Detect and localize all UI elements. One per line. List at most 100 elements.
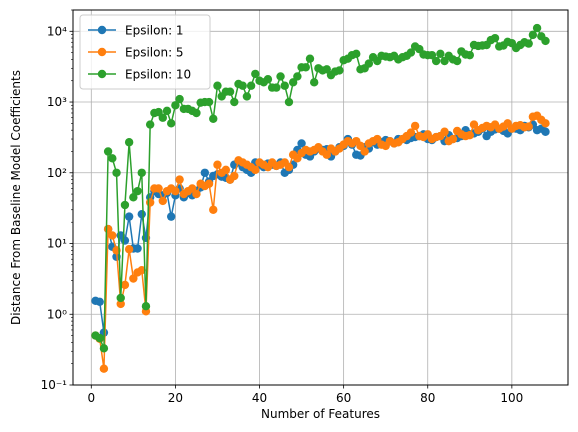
data-point xyxy=(297,139,306,148)
x-axis-label: Number of Features xyxy=(261,407,380,421)
data-point xyxy=(200,168,210,177)
data-point xyxy=(528,30,538,40)
data-point xyxy=(490,33,500,43)
data-point xyxy=(145,120,155,129)
legend-marker xyxy=(97,69,107,79)
data-point xyxy=(137,265,146,275)
data-point xyxy=(221,165,231,175)
legend-label: Epsilon: 10 xyxy=(125,68,191,82)
data-point xyxy=(175,175,184,184)
data-point xyxy=(293,72,302,81)
data-point xyxy=(141,302,151,311)
data-point xyxy=(406,48,416,57)
data-point xyxy=(120,200,130,210)
data-point xyxy=(360,147,369,156)
data-point xyxy=(112,168,121,177)
legend-label: Epsilon: 5 xyxy=(125,46,184,60)
data-point xyxy=(225,87,235,96)
data-point xyxy=(137,168,146,177)
data-point xyxy=(284,97,294,107)
data-point xyxy=(288,78,298,87)
y-tick-label: 10³ xyxy=(47,95,67,109)
data-point xyxy=(167,119,176,128)
data-point xyxy=(309,78,319,87)
data-point xyxy=(352,49,361,59)
data-point xyxy=(133,244,142,253)
data-point xyxy=(301,63,310,72)
data-point xyxy=(246,81,256,90)
legend-item: Epsilon: 10 xyxy=(88,68,191,82)
y-tick-label: 10⁰ xyxy=(47,307,67,321)
data-point xyxy=(116,299,125,309)
data-point xyxy=(137,209,146,219)
data-point xyxy=(129,193,138,202)
data-point xyxy=(322,65,332,74)
data-point xyxy=(124,245,134,254)
data-point xyxy=(431,56,441,66)
series xyxy=(91,23,550,353)
x-tick-label: 80 xyxy=(420,391,435,405)
legend: Epsilon: 1 Epsilon: 5 Epsilon: 10 xyxy=(79,14,211,90)
data-point xyxy=(192,189,201,199)
data-point xyxy=(95,333,104,343)
data-point xyxy=(133,186,142,196)
legend-marker xyxy=(97,25,107,35)
legend-item: Epsilon: 1 xyxy=(88,24,184,38)
data-point xyxy=(95,297,104,306)
data-point xyxy=(305,54,315,63)
data-point xyxy=(335,66,344,75)
x-tick-label: 60 xyxy=(336,391,351,405)
x-tick-label: 20 xyxy=(168,391,183,405)
x-tick-label: 40 xyxy=(252,391,267,405)
data-point xyxy=(524,39,533,48)
data-point xyxy=(242,92,252,101)
data-point xyxy=(448,134,458,144)
data-point xyxy=(213,160,222,169)
y-axis-label: Distance From Baseline Model Coefficient… xyxy=(9,70,23,325)
y-tick-label: 10¹ xyxy=(47,237,67,251)
y-tick-label: 10⁻¹ xyxy=(41,378,68,392)
data-point xyxy=(238,81,247,90)
data-point xyxy=(251,165,260,175)
data-point xyxy=(99,364,109,373)
data-point xyxy=(171,186,180,196)
data-point xyxy=(124,138,134,147)
series-line xyxy=(95,123,546,334)
data-point xyxy=(108,231,117,240)
data-point xyxy=(154,184,163,193)
data-point xyxy=(465,130,474,140)
data-point xyxy=(175,94,184,104)
data-point xyxy=(276,72,285,81)
data-point xyxy=(192,108,201,118)
legend-marker xyxy=(97,47,107,57)
data-point xyxy=(120,280,130,290)
data-point xyxy=(162,106,172,116)
data-point xyxy=(230,171,239,181)
data-point xyxy=(263,75,273,84)
data-point xyxy=(167,212,176,221)
data-point xyxy=(103,147,113,156)
x-tick-label: 0 xyxy=(87,391,95,405)
data-point xyxy=(280,81,289,90)
data-point xyxy=(158,196,167,206)
data-point xyxy=(116,293,125,303)
data-point xyxy=(440,127,449,136)
data-point xyxy=(427,50,437,60)
data-point xyxy=(284,162,294,172)
data-point xyxy=(406,128,416,137)
data-point xyxy=(213,81,222,90)
data-point xyxy=(145,198,155,207)
data-point xyxy=(120,236,130,245)
data-point xyxy=(541,119,550,128)
y-tick-label: 10² xyxy=(47,166,67,180)
data-point xyxy=(99,344,109,353)
legend-label: Epsilon: 1 xyxy=(125,24,184,38)
legend-box xyxy=(79,14,211,90)
y-tick-label: 10⁴ xyxy=(47,24,67,38)
data-point xyxy=(532,23,542,33)
data-point xyxy=(230,97,239,107)
x-tick-label: 100 xyxy=(500,391,523,405)
data-point xyxy=(452,56,462,66)
data-point xyxy=(541,36,550,46)
